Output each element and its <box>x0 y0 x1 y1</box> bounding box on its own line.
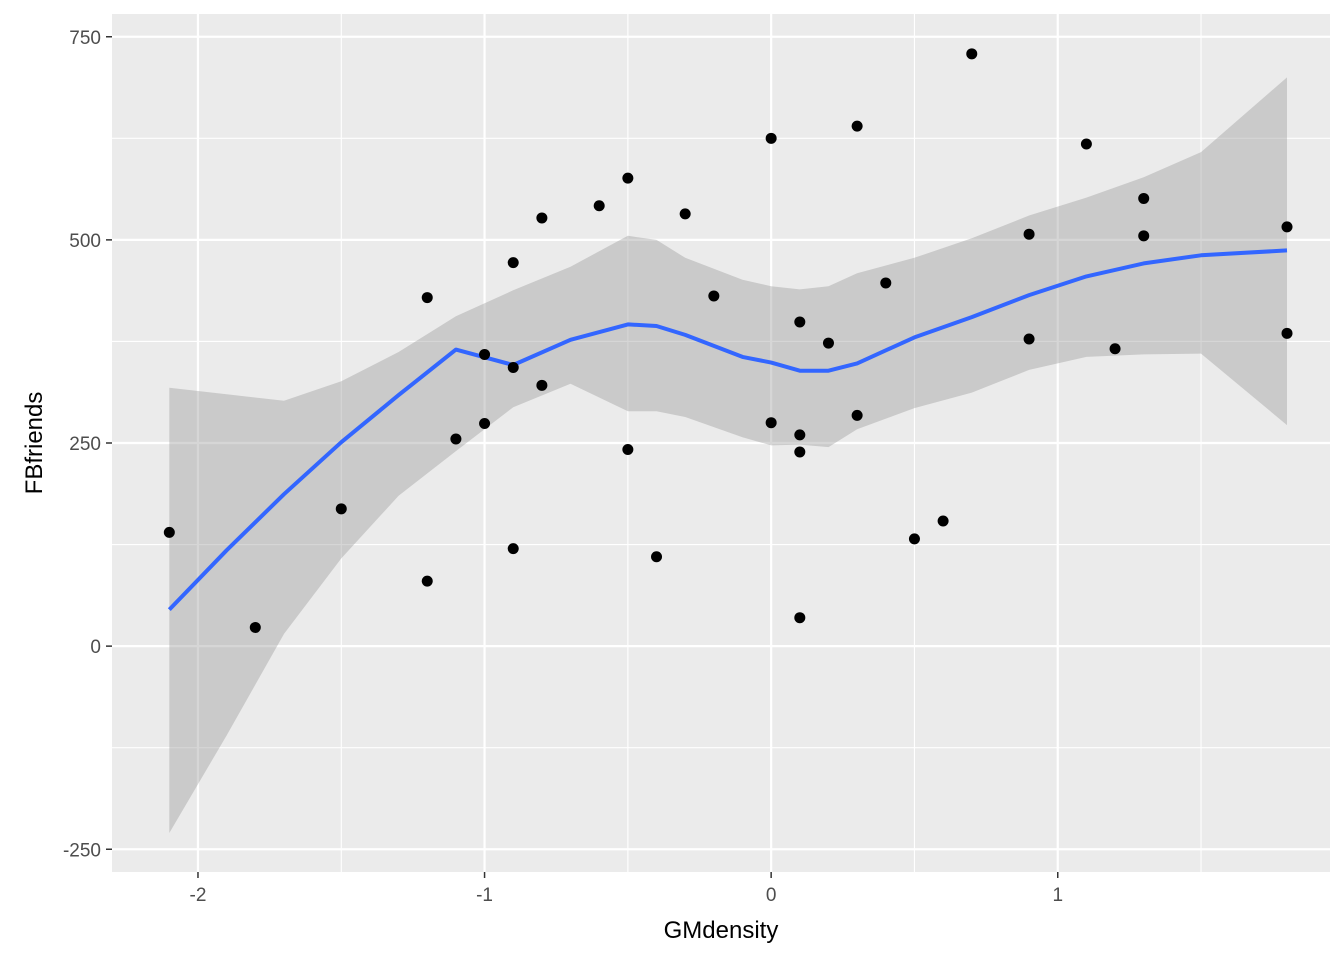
data-point <box>450 433 462 445</box>
scatter-points <box>163 48 1293 633</box>
confidence-band <box>169 77 1287 833</box>
data-point <box>593 200 605 212</box>
data-point <box>1281 221 1293 233</box>
data-point <box>479 348 491 360</box>
x-tick-label: 1 <box>1052 885 1063 906</box>
data-point <box>708 290 720 302</box>
data-point <box>163 526 175 538</box>
y-axis-title: FBfriends <box>21 392 48 495</box>
data-point <box>794 446 806 458</box>
data-point <box>1109 343 1121 355</box>
data-point <box>794 429 806 441</box>
data-point <box>507 361 519 373</box>
smooth-line <box>167 248 1288 611</box>
smooth-fit-line <box>167 248 1288 611</box>
x-tick-label: -2 <box>190 885 207 906</box>
data-point <box>479 418 491 429</box>
data-point <box>536 212 548 224</box>
data-point <box>507 257 519 269</box>
confidence-band-area <box>169 77 1287 833</box>
y-tick-label: 0 <box>90 637 101 658</box>
y-tick-label: 750 <box>69 28 101 49</box>
y-tick-label: 500 <box>69 231 101 252</box>
data-point <box>1023 228 1035 240</box>
data-point <box>794 612 806 624</box>
x-axis-ticks: -2 -1 0 1 <box>190 872 1063 906</box>
data-point <box>851 120 863 132</box>
x-tick-label: 0 <box>766 885 777 906</box>
data-point <box>1138 192 1150 204</box>
data-point <box>679 208 691 220</box>
data-point <box>1281 327 1293 339</box>
data-point <box>822 337 834 349</box>
data-point <box>794 316 806 328</box>
data-point <box>249 621 261 633</box>
data-point <box>1138 230 1150 242</box>
data-point <box>622 172 634 184</box>
grid-major <box>112 14 1330 872</box>
data-point <box>765 132 777 144</box>
y-tick-label: -250 <box>63 840 101 861</box>
data-point <box>765 417 777 429</box>
data-point <box>651 551 663 563</box>
data-point <box>421 292 433 304</box>
data-point <box>536 379 548 391</box>
data-point <box>966 48 978 60</box>
data-point <box>421 575 433 587</box>
y-tick-label: 250 <box>69 434 101 455</box>
data-point <box>937 515 949 527</box>
data-point <box>851 409 863 421</box>
x-tick-label: -1 <box>476 885 493 906</box>
data-point <box>1023 333 1035 345</box>
data-point <box>335 503 347 515</box>
data-point <box>507 543 519 555</box>
data-point <box>880 277 892 289</box>
data-point <box>622 444 634 455</box>
data-point <box>908 533 920 545</box>
y-axis-ticks: -250 0 250 500 750 <box>63 28 112 861</box>
data-point <box>1080 138 1092 150</box>
x-axis-title: GMdensity <box>664 917 779 944</box>
